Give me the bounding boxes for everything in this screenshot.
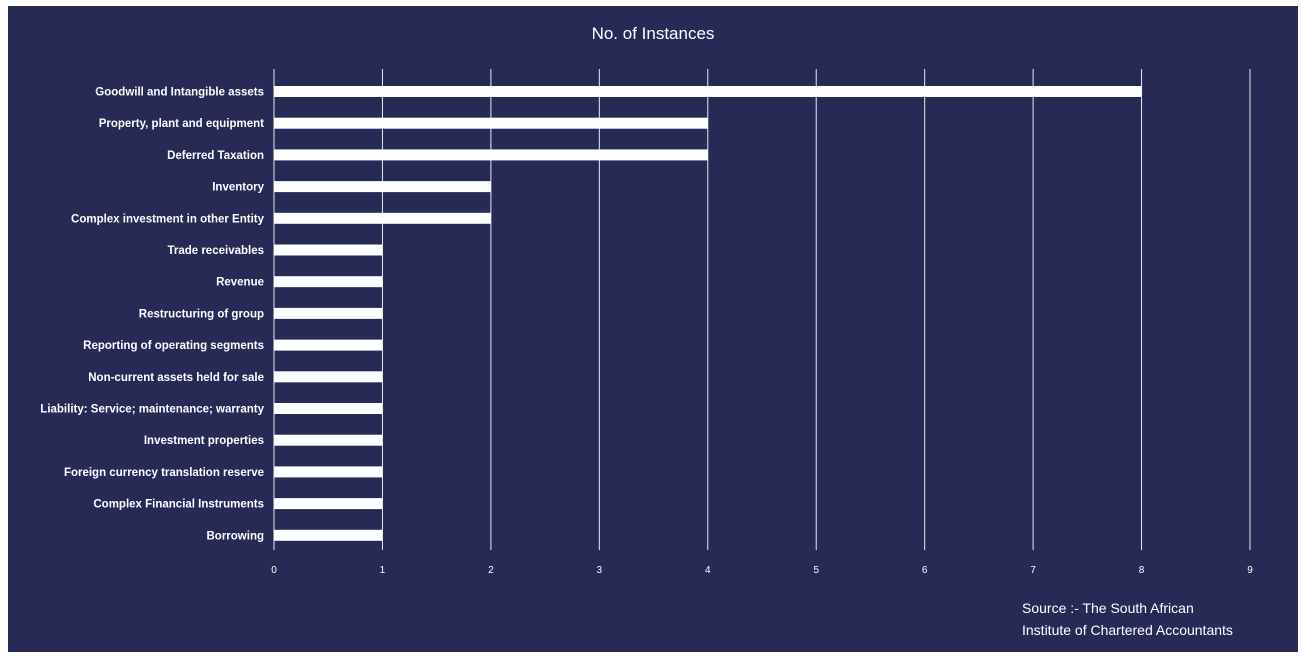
bar xyxy=(274,498,383,510)
bar xyxy=(274,117,708,129)
category-label: Borrowing xyxy=(207,530,265,542)
x-tick-label: 0 xyxy=(271,565,277,576)
bar xyxy=(274,244,383,256)
category-label: Deferred Taxation xyxy=(167,150,264,162)
category-label: Liability: Service; maintenance; warrant… xyxy=(40,404,264,416)
category-label: Goodwill and Intangible assets xyxy=(95,87,264,99)
category-label: Inventory xyxy=(212,182,264,194)
x-tick-label: 3 xyxy=(597,565,603,576)
chart-panel: No. of Instances 0 1 2 3 4 5 6 7 8 9 Goodwill and … xyxy=(8,6,1298,652)
source-line-1: Source :- The South African xyxy=(1022,600,1194,616)
bar xyxy=(274,371,383,383)
x-tick-label: 5 xyxy=(813,565,819,576)
category-label: Restructuring of group xyxy=(139,308,264,320)
category-label: Trade receivables xyxy=(167,245,264,257)
source-note: Source :- The South African Institute of… xyxy=(1022,597,1292,641)
category-label: Investment properties xyxy=(144,435,264,447)
category-label: Complex investment in other Entity xyxy=(71,213,265,225)
category-label: Foreign currency translation reserve xyxy=(64,467,264,479)
bar xyxy=(274,181,491,193)
chart-title: No. of Instances xyxy=(591,24,715,43)
bar xyxy=(274,403,383,414)
bar xyxy=(274,529,383,541)
source-line-2: Institute of Chartered Accountants xyxy=(1022,622,1233,638)
category-label: Complex Financial Instruments xyxy=(93,499,264,511)
bar xyxy=(274,86,1142,97)
bar xyxy=(274,434,383,446)
bar xyxy=(274,307,383,319)
bar xyxy=(274,212,491,224)
category-label: Property, plant and equipment xyxy=(99,118,264,130)
category-label: Revenue xyxy=(216,277,264,289)
bar-chart: 0 1 2 3 4 5 6 7 8 9 Goodwill and Intangible assets… xyxy=(40,69,1253,576)
x-tick-label: 8 xyxy=(1139,565,1145,576)
category-label: Reporting of operating segments xyxy=(83,340,264,352)
x-tick-label: 4 xyxy=(705,565,711,576)
x-tick-label: 9 xyxy=(1247,565,1253,576)
x-tick-label: 1 xyxy=(380,565,386,576)
x-tick-label: 7 xyxy=(1030,565,1036,576)
bar xyxy=(274,466,383,478)
bar xyxy=(274,276,383,288)
x-tick-label: 6 xyxy=(922,565,928,576)
bar xyxy=(274,339,383,351)
x-tick-label: 2 xyxy=(488,565,494,576)
bar xyxy=(274,149,708,161)
category-label: Non-current assets held for sale xyxy=(88,372,264,384)
